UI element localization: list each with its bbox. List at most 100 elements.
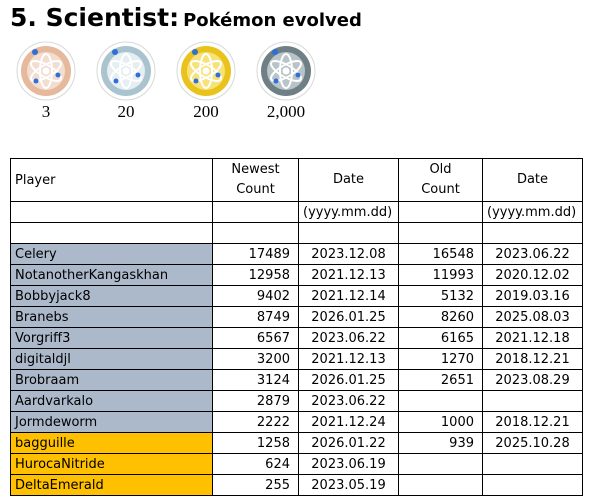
cell-newest-count: 3124 — [212, 369, 299, 391]
cell-date: 2023.06.19 — [298, 453, 399, 475]
format-cell-empty — [10, 201, 213, 223]
cell-player: Vorgriff3 — [10, 327, 213, 349]
cell-date: 2023.12.08 — [298, 243, 399, 265]
cell-newest-count: 17489 — [212, 243, 299, 265]
cell-old-count: 5132 — [398, 285, 483, 307]
header-date2: Date — [482, 158, 583, 202]
cell-player: Brobraam — [10, 369, 213, 391]
cell-old-count: 1270 — [398, 348, 483, 370]
header-row: Player Newest Count Date Old Count Date — [10, 158, 583, 202]
cell-date: 2021.12.24 — [298, 411, 399, 433]
table-row: Jormdeworm 2222 2021.12.24 1000 2018.12.21 — [10, 411, 583, 433]
cell-newest-count: 2879 — [212, 390, 299, 412]
atom-badge-icon — [176, 41, 236, 101]
table-row: Brobraam 3124 2026.01.25 2651 2023.08.29 — [10, 369, 583, 391]
medal-threshold: 200 — [193, 102, 219, 121]
medal-threshold: 3 — [41, 102, 51, 121]
spacer-cell — [298, 222, 399, 244]
cell-newest-count: 12958 — [212, 264, 299, 286]
cell-old-count: 939 — [398, 432, 483, 454]
cell-player: Aardvarkalo — [10, 390, 213, 412]
cell-player: NotanotherKangaskhan — [10, 264, 213, 286]
atom-badge-icon — [96, 41, 156, 101]
cell-old-date: 2020.12.02 — [482, 264, 583, 286]
medal-threshold: 2,000 — [266, 102, 306, 121]
cell-player: bagguille — [10, 432, 213, 454]
cell-date: 2026.01.25 — [298, 306, 399, 328]
cell-player: digitaldjl — [10, 348, 213, 370]
cell-old-date — [482, 474, 583, 496]
table-row: Vorgriff3 6567 2023.06.22 6165 2021.12.18 — [10, 327, 583, 349]
medal-threshold: 20 — [117, 102, 135, 121]
cell-newest-count: 624 — [212, 453, 299, 475]
page-title: 5. Scientist: Pokémon evolved — [10, 3, 362, 32]
header-old-line1: Old — [429, 162, 452, 177]
table-row: DeltaEmerald 255 2023.05.19 — [10, 474, 583, 496]
table-row: HurocaNitride 624 2023.06.19 — [10, 453, 583, 475]
spacer-row — [10, 222, 583, 244]
cell-player: Branebs — [10, 306, 213, 328]
cell-old-date: 2025.10.28 — [482, 432, 583, 454]
header-old-count: Old Count — [398, 158, 483, 202]
cell-old-date: 2023.08.29 — [482, 369, 583, 391]
format-row: (yyyy.mm.dd) (yyyy.mm.dd) — [10, 201, 583, 223]
medal-silver: 20 — [94, 40, 158, 122]
cell-player: Bobbyjack8 — [10, 285, 213, 307]
atom-badge-icon — [256, 41, 316, 101]
cell-old-count: 16548 — [398, 243, 483, 265]
cell-newest-count: 6567 — [212, 327, 299, 349]
cell-old-count: 8260 — [398, 306, 483, 328]
table-row: digitaldjl 3200 2021.12.13 1270 2018.12.21 — [10, 348, 583, 370]
medal-platinum: 2,000 — [254, 40, 318, 122]
cell-date: 2023.05.19 — [298, 474, 399, 496]
cell-old-count: 1000 — [398, 411, 483, 433]
cell-old-date — [482, 453, 583, 475]
cell-date: 2023.06.22 — [298, 327, 399, 349]
cell-player: HurocaNitride — [10, 453, 213, 475]
cell-old-date: 2023.06.22 — [482, 243, 583, 265]
cell-old-date: 2018.12.21 — [482, 411, 583, 433]
cell-newest-count: 9402 — [212, 285, 299, 307]
table-row: Celery 17489 2023.12.08 16548 2023.06.22 — [10, 243, 583, 265]
cell-date: 2026.01.25 — [298, 369, 399, 391]
format-cell-date: (yyyy.mm.dd) — [298, 201, 399, 223]
cell-date: 2023.06.22 — [298, 390, 399, 412]
leaderboard-table: Player Newest Count Date Old Count Date … — [10, 158, 583, 496]
medal-bronze: 3 — [14, 40, 78, 122]
table-row: NotanotherKangaskhan 12958 2021.12.13 11993… — [10, 264, 583, 286]
table-row: Aardvarkalo 2879 2023.06.22 — [10, 390, 583, 412]
cell-old-date: 2019.03.16 — [482, 285, 583, 307]
spacer-cell — [212, 222, 299, 244]
cell-old-date: 2025.08.03 — [482, 306, 583, 328]
cell-old-date: 2021.12.18 — [482, 327, 583, 349]
cell-newest-count: 8749 — [212, 306, 299, 328]
atom-badge-icon — [16, 41, 76, 101]
spacer-cell — [398, 222, 483, 244]
cell-date: 2026.01.22 — [298, 432, 399, 454]
format-cell-empty — [212, 201, 299, 223]
cell-player: Jormdeworm — [10, 411, 213, 433]
cell-old-count: 6165 — [398, 327, 483, 349]
cell-player: Celery — [10, 243, 213, 265]
table-row: bagguille 1258 2026.01.22 939 2025.10.28 — [10, 432, 583, 454]
header-newest-count: Newest Count — [212, 158, 299, 202]
table-row: Bobbyjack8 9402 2021.12.14 5132 2019.03.16 — [10, 285, 583, 307]
format-cell-date2: (yyyy.mm.dd) — [482, 201, 583, 223]
cell-newest-count: 1258 — [212, 432, 299, 454]
header-newest-line1: Newest — [231, 162, 280, 177]
table-row: Branebs 8749 2026.01.25 8260 2025.08.03 — [10, 306, 583, 328]
header-old-line2: Count — [421, 182, 460, 197]
cell-old-date — [482, 390, 583, 412]
medal-gold: 200 — [174, 40, 238, 122]
spacer-cell — [482, 222, 583, 244]
cell-old-count: 11993 — [398, 264, 483, 286]
cell-old-date: 2018.12.21 — [482, 348, 583, 370]
header-newest-line2: Count — [236, 182, 275, 197]
title-sub: Pokémon evolved — [183, 10, 362, 31]
spacer-cell — [10, 222, 213, 244]
cell-old-count — [398, 453, 483, 475]
cell-newest-count: 2222 — [212, 411, 299, 433]
title-main: 5. Scientist: — [10, 3, 180, 32]
cell-player: DeltaEmerald — [10, 474, 213, 496]
cell-old-count: 2651 — [398, 369, 483, 391]
